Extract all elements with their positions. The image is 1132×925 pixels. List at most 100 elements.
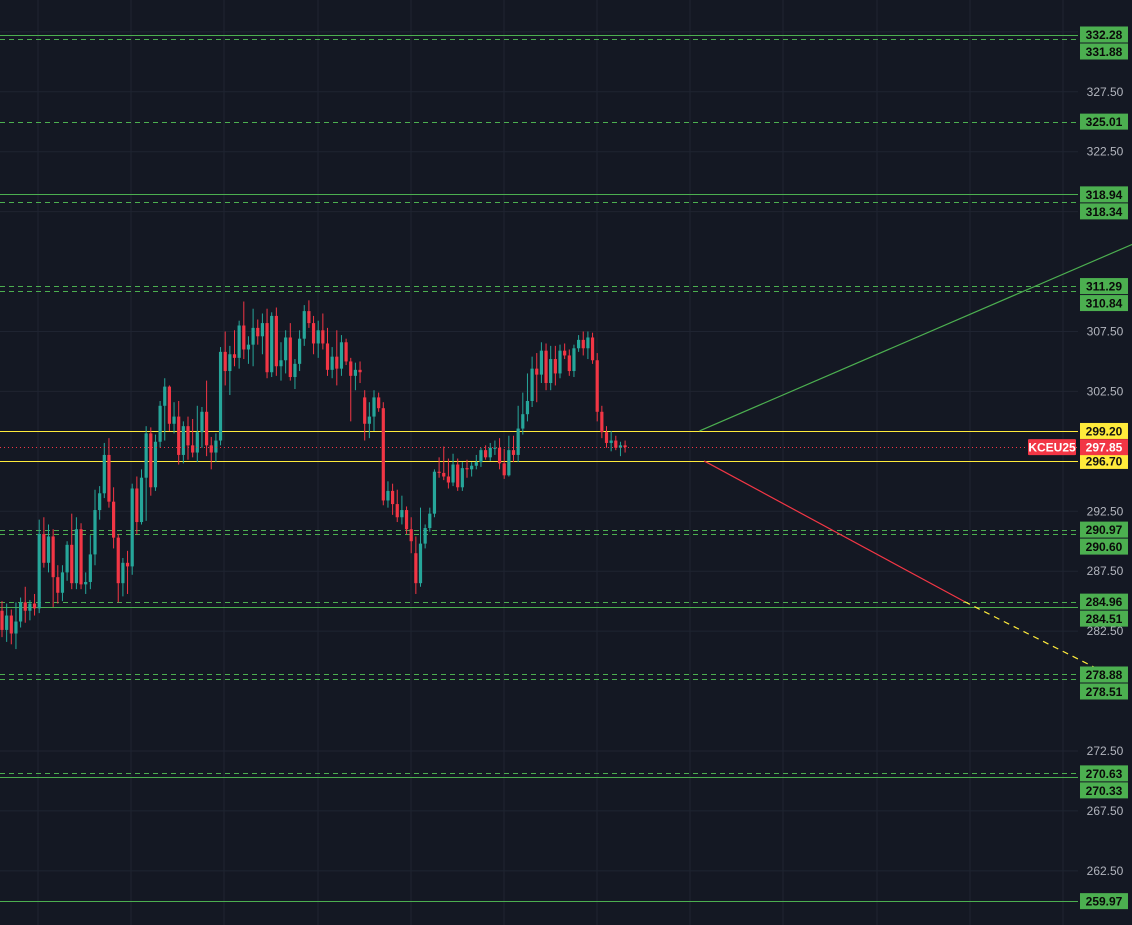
projection-lines[interactable] <box>699 194 1132 676</box>
candle-body <box>209 445 213 453</box>
candle <box>144 426 148 521</box>
candle <box>618 441 623 457</box>
candle <box>497 438 502 470</box>
candle-body <box>516 428 520 455</box>
candle-body <box>363 397 367 424</box>
candle <box>242 301 246 360</box>
candle-body <box>358 369 362 373</box>
candle-body <box>14 621 18 634</box>
candle <box>465 459 469 478</box>
candle <box>107 438 111 508</box>
candle-body <box>595 360 599 412</box>
price-level-label: 332.28 <box>1080 26 1128 43</box>
candle <box>274 307 278 376</box>
candle <box>46 524 51 573</box>
candle-body <box>474 462 478 466</box>
candle-body <box>479 450 483 463</box>
candle <box>595 353 599 422</box>
candle <box>474 454 478 470</box>
candle-body <box>9 615 13 634</box>
y-tick-label: 272.50 <box>1087 744 1124 758</box>
candle <box>493 440 497 455</box>
projection-line[interactable] <box>964 601 1109 676</box>
candle <box>70 513 74 590</box>
candle <box>511 435 516 463</box>
price-level-badge <box>1080 278 1128 295</box>
candle <box>5 603 9 642</box>
candle-body <box>116 537 120 584</box>
candle-body <box>386 490 390 501</box>
candle <box>265 308 269 379</box>
candle-body <box>186 426 190 446</box>
candle <box>414 536 418 594</box>
candle-body <box>149 433 153 488</box>
candle <box>191 418 195 458</box>
last-price-tag: KCEU25 297.85 <box>1028 439 1128 456</box>
candle <box>377 392 381 412</box>
candle <box>9 609 13 645</box>
price-level-value: 332.28 <box>1086 28 1123 42</box>
candle <box>84 572 88 594</box>
candle <box>404 506 409 535</box>
candle-body <box>232 354 237 358</box>
price-level-badge <box>1080 782 1128 799</box>
y-tick-label: 327.50 <box>1087 85 1124 99</box>
candle <box>358 361 362 384</box>
candle <box>293 359 297 390</box>
candle-body <box>563 350 567 356</box>
candle-body <box>511 450 516 455</box>
candle-body <box>558 350 562 374</box>
candle <box>372 390 376 431</box>
candle <box>460 462 464 491</box>
projection-line[interactable] <box>703 460 965 603</box>
candle <box>102 442 106 499</box>
candle <box>237 320 241 369</box>
candle-body <box>256 327 260 337</box>
candle-body <box>158 405 162 442</box>
candle-body <box>28 603 32 611</box>
candle-body <box>167 386 171 424</box>
candle-body <box>0 610 4 630</box>
candle <box>437 457 441 478</box>
candle <box>418 507 423 587</box>
candle-body <box>525 401 530 415</box>
price-level-value: 331.88 <box>1086 45 1123 59</box>
candle <box>51 529 55 608</box>
candle-body <box>270 315 274 373</box>
candle-body <box>121 562 125 584</box>
candle <box>316 320 320 358</box>
price-level-label: 284.96 <box>1080 593 1128 610</box>
candle-body <box>84 581 88 585</box>
candle <box>325 327 330 376</box>
price-level-label: 318.34 <box>1080 203 1128 220</box>
candle <box>521 392 525 435</box>
candle-body <box>42 534 46 563</box>
candle-body <box>456 464 460 488</box>
candle-body <box>163 386 167 406</box>
candle <box>423 524 427 549</box>
candle-body <box>614 440 618 448</box>
candle-body <box>460 468 464 488</box>
candle-body <box>307 311 311 324</box>
candle <box>200 406 204 448</box>
projection-line[interactable] <box>699 194 1132 432</box>
candle-body <box>586 337 590 349</box>
candle <box>311 315 316 355</box>
candle <box>209 436 213 470</box>
candle <box>135 476 139 535</box>
candle-body <box>205 411 209 446</box>
candle <box>98 486 102 520</box>
candle-body <box>32 603 37 609</box>
price-level-badge <box>1080 26 1128 43</box>
candle <box>428 507 432 532</box>
candle-body <box>623 445 627 448</box>
candle-body <box>521 414 525 429</box>
y-tick-label: 257.50 <box>1087 924 1124 925</box>
candle-body <box>218 351 223 441</box>
candle-body <box>349 361 353 376</box>
candle-body <box>130 488 134 567</box>
candle <box>116 534 120 603</box>
candle <box>56 565 60 604</box>
candle <box>330 347 334 379</box>
